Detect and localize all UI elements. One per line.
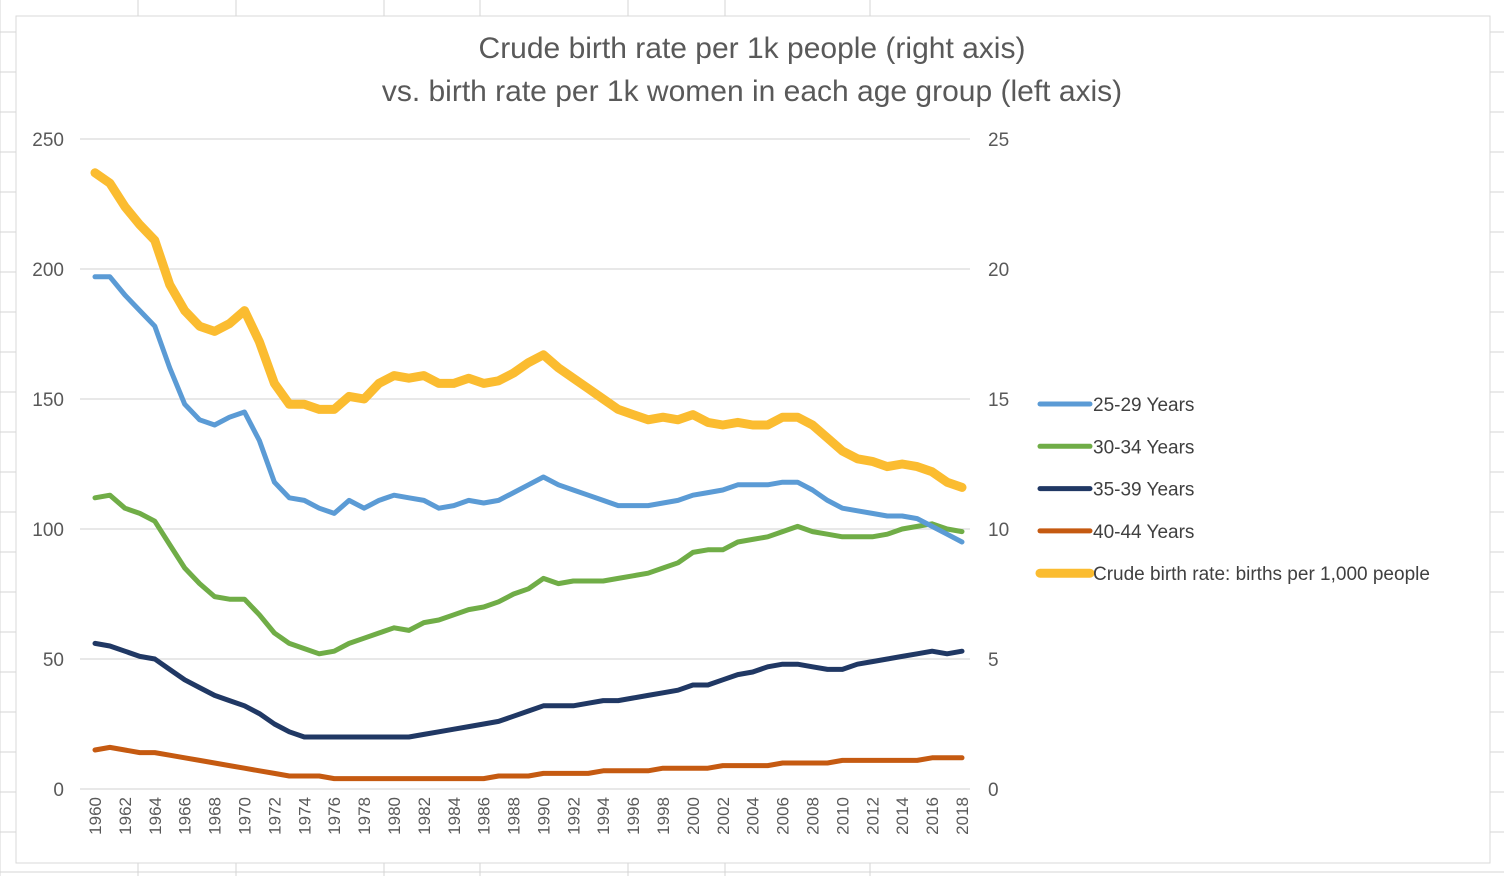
y-left-tick-label: 100 (32, 520, 64, 541)
legend-label: 35-39 Years (1093, 480, 1194, 501)
y-right-tick-label: 5 (988, 650, 999, 671)
chart-subtitle: vs. birth rate per 1k women in each age … (382, 75, 1122, 108)
x-tick-label: 1988 (505, 797, 524, 835)
x-tick-label: 1980 (385, 797, 404, 835)
y-right-tick-label: 15 (988, 390, 1009, 411)
x-tick-label: 1960 (86, 797, 105, 835)
x-tick-label: 1996 (624, 797, 643, 835)
x-tick-label: 2012 (863, 797, 882, 835)
series-line-1 (92, 274, 965, 545)
legend-label: 25-29 Years (1093, 395, 1194, 416)
x-tick-label: 1974 (295, 797, 314, 835)
x-tick-label: 1962 (116, 797, 135, 835)
x-tick-label: 1990 (534, 797, 553, 835)
x-tick-label: 1976 (325, 797, 344, 835)
legend-label: 30-34 Years (1093, 437, 1194, 458)
x-tick-label: 2002 (714, 797, 733, 835)
x-tick-label: 2000 (684, 797, 703, 835)
x-tick-label: 2004 (744, 797, 763, 835)
x-tick-label: 1968 (206, 797, 225, 835)
x-axis: 1960 1962 1964 1966 1968 1970 1972 1974 1976 1978… (86, 797, 972, 835)
x-tick-label: 1982 (415, 797, 434, 835)
x-tick-label: 1964 (146, 797, 165, 835)
y-left-tick-label: 50 (43, 650, 64, 671)
y-right-tick-label: 0 (988, 780, 999, 801)
x-tick-label: 2016 (923, 797, 942, 835)
series-line-3 (92, 640, 965, 740)
x-tick-label: 1992 (564, 797, 583, 835)
y-right-tick-label: 10 (988, 520, 1009, 541)
chart-title: Crude birth rate per 1k people (right ax… (479, 32, 1026, 65)
x-tick-label: 1972 (265, 797, 284, 835)
x-tick-label: 2018 (953, 797, 972, 835)
x-tick-label: 2014 (893, 797, 912, 835)
series-lines (90, 168, 967, 782)
y-left-tick-label: 200 (32, 260, 64, 281)
x-tick-label: 1978 (355, 797, 374, 835)
y-left-tick-label: 250 (32, 130, 64, 151)
series-line-2 (92, 492, 965, 657)
x-tick-label: 1984 (445, 797, 464, 835)
series-line-5 (90, 168, 967, 492)
x-tick-label: 2008 (804, 797, 823, 835)
y-right-tick-label: 25 (988, 130, 1009, 151)
y-axis-left: 0 50 100 150 200 250 (32, 130, 64, 801)
series-line-4 (92, 744, 965, 782)
chart-area (15, 15, 1491, 864)
legend-label: 40-44 Years (1093, 522, 1194, 543)
x-tick-label: 1966 (176, 797, 195, 835)
y-right-tick-label: 20 (988, 260, 1009, 281)
y-left-tick-label: 0 (53, 780, 64, 801)
y-left-tick-label: 150 (32, 390, 64, 411)
legend-label: Crude birth rate: births per 1,000 peopl… (1093, 564, 1430, 585)
x-tick-label: 1994 (594, 797, 613, 835)
x-tick-label: 2006 (774, 797, 793, 835)
x-tick-label: 1986 (475, 797, 494, 835)
x-tick-label: 1998 (654, 797, 673, 835)
x-tick-label: 2010 (833, 797, 852, 835)
y-axis-right: 0 5 10 15 20 25 (988, 130, 1009, 801)
legend: 25-29 Years 30-34 Years 35-39 Years 40-44 Y… (1035, 395, 1430, 585)
x-tick-label: 1970 (235, 797, 254, 835)
plot-gridlines (80, 138, 970, 790)
